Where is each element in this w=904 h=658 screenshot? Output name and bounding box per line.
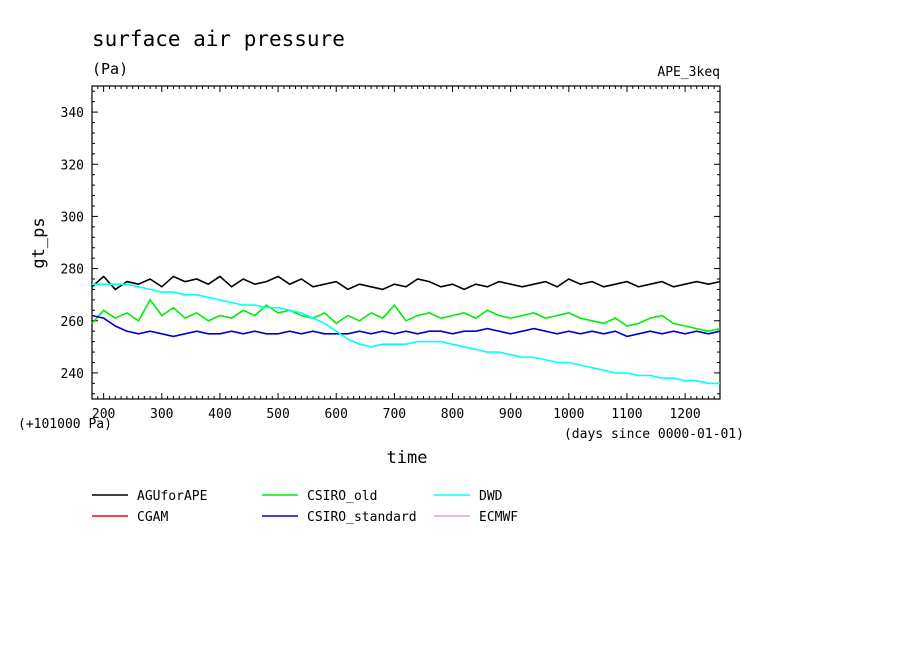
y-tick-label: 240 [61,367,84,382]
x-tick-label: 800 [441,407,464,422]
legend-label-csiro-old: CSIRO_old [307,489,377,504]
x-tick-label: 700 [383,407,406,422]
y-tick-label: 260 [61,315,84,330]
x-tick-label: 200 [92,407,115,422]
axis-ticks: 200 300 400 500 600 700 800 900 1000 1100 1200 240 2… [61,86,721,422]
y-tick-label: 340 [61,106,84,121]
legend-label-aguforape: AGUforAPE [137,489,207,504]
chart-title: surface air pressure [92,27,345,51]
x-tick-label: 400 [208,407,231,422]
series-group [91,275,721,385]
legend-label-dwd: DWD [479,489,503,504]
experiment-label: APE_3keq [657,65,720,80]
y-tick-label: 300 [61,210,84,225]
series-line-dwd [92,283,720,385]
x-tick-label: 900 [499,407,522,422]
x-tick-label: 600 [324,407,347,422]
y-offset-note: (+101000 Pa) [18,417,112,432]
legend-label-csiro-standard: CSIRO_standard [307,510,417,525]
x-tick-label: 1100 [611,407,642,422]
units-label: (Pa) [92,60,128,78]
legend: AGUforAPE CGAM CSIRO_old CSIRO_standard DWD E… [92,489,518,525]
x-tick-label: 1000 [553,407,584,422]
plot-frame [91,85,721,400]
y-tick-label: 280 [61,263,84,278]
x-units-note: (days since 0000-01-01) [564,427,744,442]
x-tick-label: 300 [150,407,173,422]
series-line-csiro-old [91,298,721,333]
series-line-aguforape [91,275,721,291]
y-tick-label: 320 [61,158,84,173]
y-axis-label: gt_ps [29,217,49,268]
x-axis-label: time [387,448,428,468]
legend-label-cgam: CGAM [137,510,168,525]
series-line-csiro-standard [91,314,721,338]
legend-label-ecmwf: ECMWF [479,510,518,525]
x-tick-label: 1200 [669,407,700,422]
x-tick-label: 500 [266,407,289,422]
